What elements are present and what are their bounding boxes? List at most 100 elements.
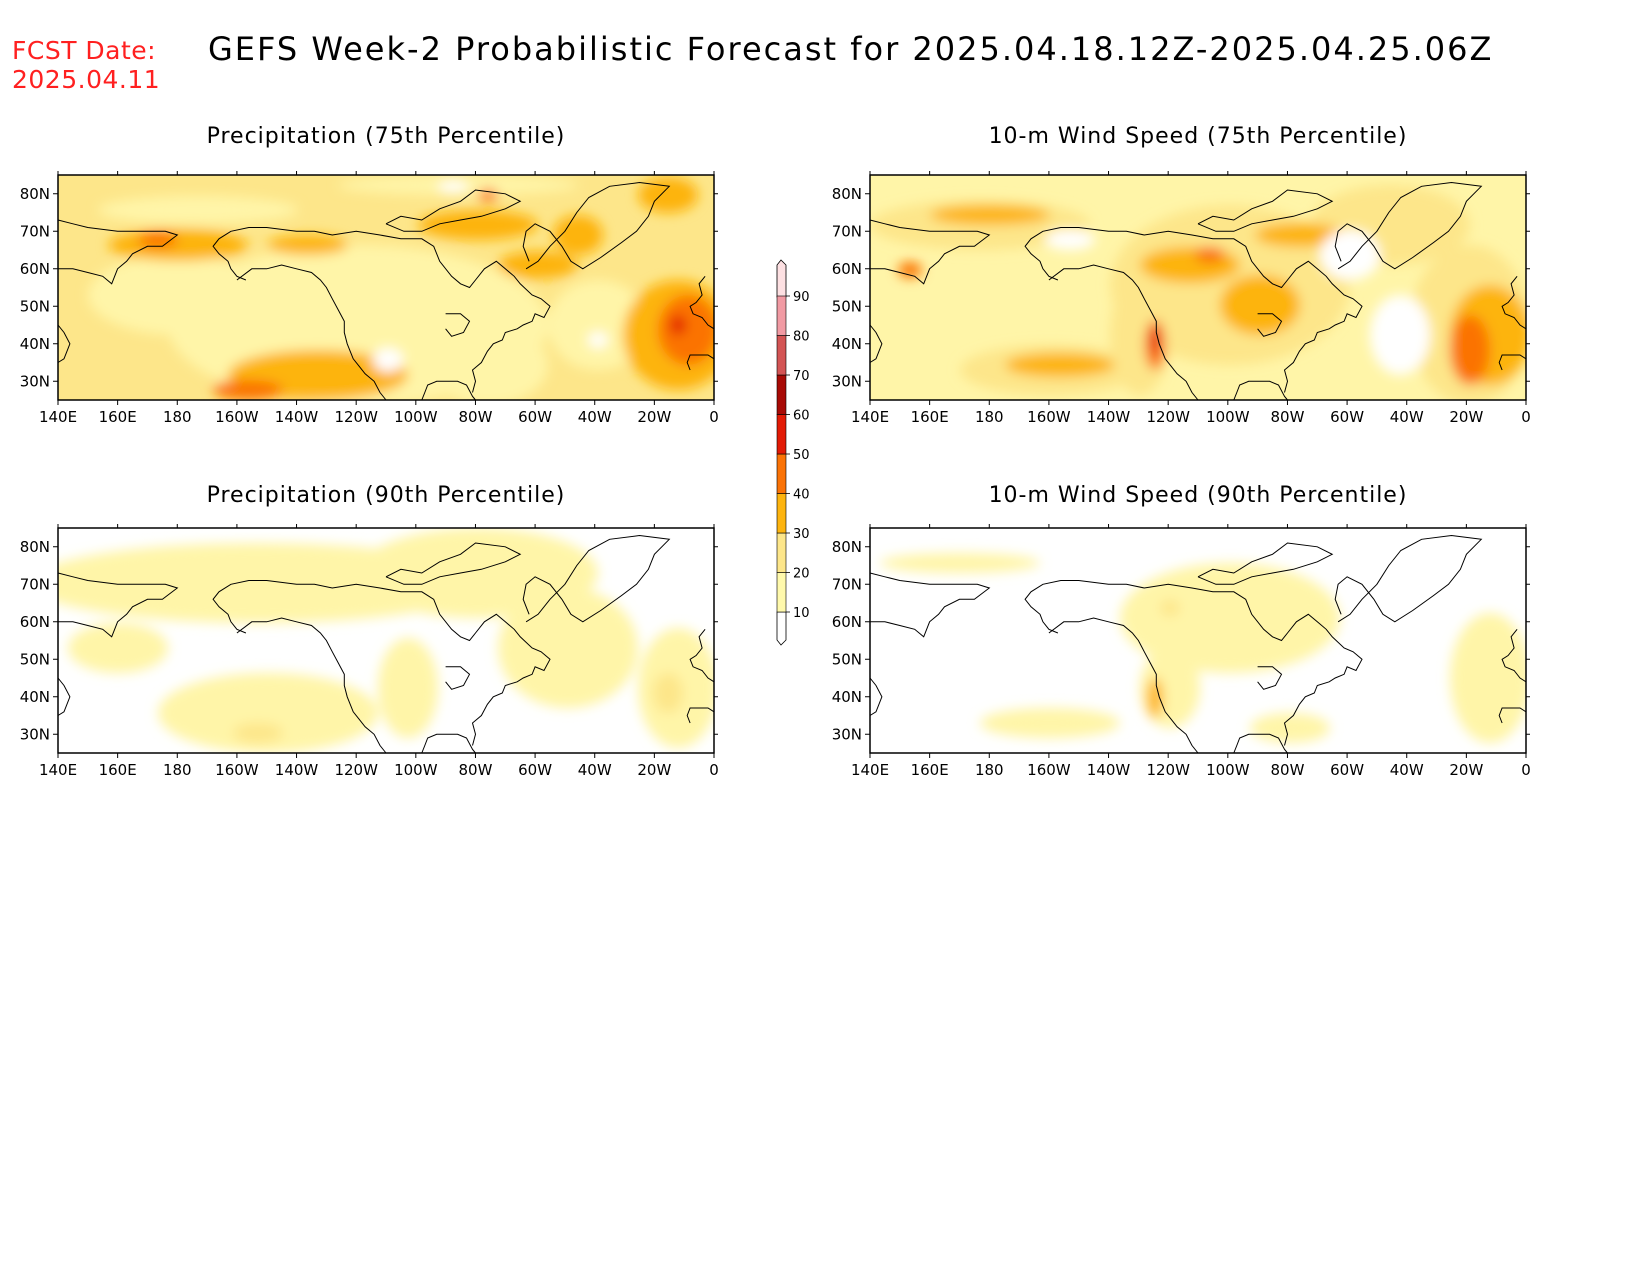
lon-label: 120W — [334, 408, 378, 426]
lat-label: 50N — [20, 650, 50, 668]
coastline — [686, 354, 715, 371]
colorbar-box — [776, 414, 787, 455]
coastline — [1048, 617, 1199, 754]
lon-label: 140E — [39, 408, 77, 426]
colorbar-label: 30 — [793, 527, 810, 542]
lon-label: 20W — [637, 408, 671, 426]
colorbar-top-arrow — [776, 259, 787, 298]
colorbar-bottom-arrow — [776, 611, 787, 646]
coastline — [1334, 181, 1483, 270]
colorbar-box — [776, 374, 787, 415]
lat-label: 30N — [832, 725, 862, 743]
lat-label: 40N — [832, 335, 862, 353]
lon-label: 100W — [1206, 408, 1250, 426]
lat-label: 80N — [20, 538, 50, 556]
lon-label: 0 — [1521, 761, 1531, 779]
lat-label: 30N — [832, 372, 862, 390]
axes-wind90: 140E 160E 180 160W 140W 120W 100W 80W 60W 40W 20W 0… — [832, 524, 1531, 779]
lon-label: 60W — [518, 408, 552, 426]
colorbar-box — [776, 532, 787, 573]
lon-label: 60W — [518, 761, 552, 779]
colorbar-label: 10 — [793, 606, 810, 621]
lon-label: 80W — [1270, 761, 1304, 779]
lon-label: 160W — [1027, 408, 1071, 426]
lon-label: 40W — [578, 408, 612, 426]
lon-label: 100W — [394, 408, 438, 426]
lon-label: 0 — [1521, 408, 1531, 426]
coastline — [57, 324, 71, 363]
coastline — [1498, 707, 1527, 724]
lat-label: 60N — [832, 260, 862, 278]
panel-title-wind75: 10-m Wind Speed (75th Percentile) — [988, 124, 1408, 149]
coastline — [1501, 628, 1527, 683]
colorbar-box — [776, 572, 787, 613]
lon-label: 160W — [215, 761, 259, 779]
panel-title-precip75: Precipitation (75th Percentile) — [206, 124, 566, 149]
map-panel-precip75 — [58, 175, 714, 400]
lat-label: 50N — [20, 297, 50, 315]
lat-label: 70N — [832, 222, 862, 240]
lat-label: 30N — [20, 372, 50, 390]
coastline — [1024, 227, 1363, 393]
lon-label: 180 — [975, 761, 1004, 779]
lon-label: 40W — [1390, 408, 1424, 426]
lon-label: 160E — [99, 408, 137, 426]
coastline — [1501, 275, 1527, 330]
colorbar-box — [776, 335, 787, 376]
lon-label: 140E — [39, 761, 77, 779]
lat-label: 70N — [832, 575, 862, 593]
lon-label: 80W — [458, 761, 492, 779]
axes-precip75: 140E 160E 180 160W 140W 120W 100W 80W 60W 40W 20W 0… — [20, 171, 719, 426]
lon-label: 60W — [1330, 408, 1364, 426]
lat-label: 50N — [832, 650, 862, 668]
colorbar-label: 70 — [793, 369, 810, 384]
lon-label: 140W — [275, 761, 319, 779]
coastline — [522, 534, 671, 623]
lon-label: 160E — [911, 408, 949, 426]
map-frame — [57, 174, 715, 401]
lon-label: 80W — [1270, 408, 1304, 426]
coastline — [689, 275, 715, 330]
lon-label: 180 — [163, 408, 192, 426]
coastline — [1257, 666, 1283, 690]
coastline — [1197, 189, 1334, 232]
panel-title-wind90: 10-m Wind Speed (90th Percentile) — [988, 483, 1408, 508]
lat-label: 40N — [832, 688, 862, 706]
coastline — [1233, 380, 1288, 401]
coastline — [212, 227, 551, 393]
lon-label: 160W — [1027, 761, 1071, 779]
lon-label: 100W — [1206, 761, 1250, 779]
coastline — [869, 324, 883, 363]
lat-label: 80N — [832, 538, 862, 556]
map-panel-precip90 — [58, 528, 714, 753]
coastline — [236, 264, 387, 401]
lon-label: 180 — [163, 761, 192, 779]
coastline — [212, 580, 551, 746]
page-title: GEFS Week-2 Probabilistic Forecast for 2… — [208, 30, 1494, 68]
lon-label: 160W — [215, 408, 259, 426]
coastline — [236, 617, 387, 754]
map-panel-wind90 — [870, 528, 1526, 753]
lon-label: 20W — [637, 761, 671, 779]
coastline — [1334, 534, 1483, 623]
lon-label: 160E — [99, 761, 137, 779]
colorbar-label: 60 — [793, 409, 810, 424]
colorbar-box — [776, 453, 787, 494]
lat-label: 60N — [832, 613, 862, 631]
lat-label: 60N — [20, 260, 50, 278]
lon-label: 120W — [1146, 761, 1190, 779]
coastline — [686, 707, 715, 724]
forecast-date-label: FCST Date: 2025.04.11 — [12, 36, 160, 94]
map-frame — [869, 174, 1527, 401]
lon-label: 40W — [578, 761, 612, 779]
coastline — [385, 189, 522, 232]
lon-label: 160E — [911, 761, 949, 779]
lat-label: 70N — [20, 575, 50, 593]
lat-label: 80N — [20, 185, 50, 203]
lon-label: 20W — [1449, 761, 1483, 779]
lon-label: 60W — [1330, 761, 1364, 779]
coastline — [421, 380, 476, 401]
lat-label: 70N — [20, 222, 50, 240]
coastline — [1048, 264, 1199, 401]
